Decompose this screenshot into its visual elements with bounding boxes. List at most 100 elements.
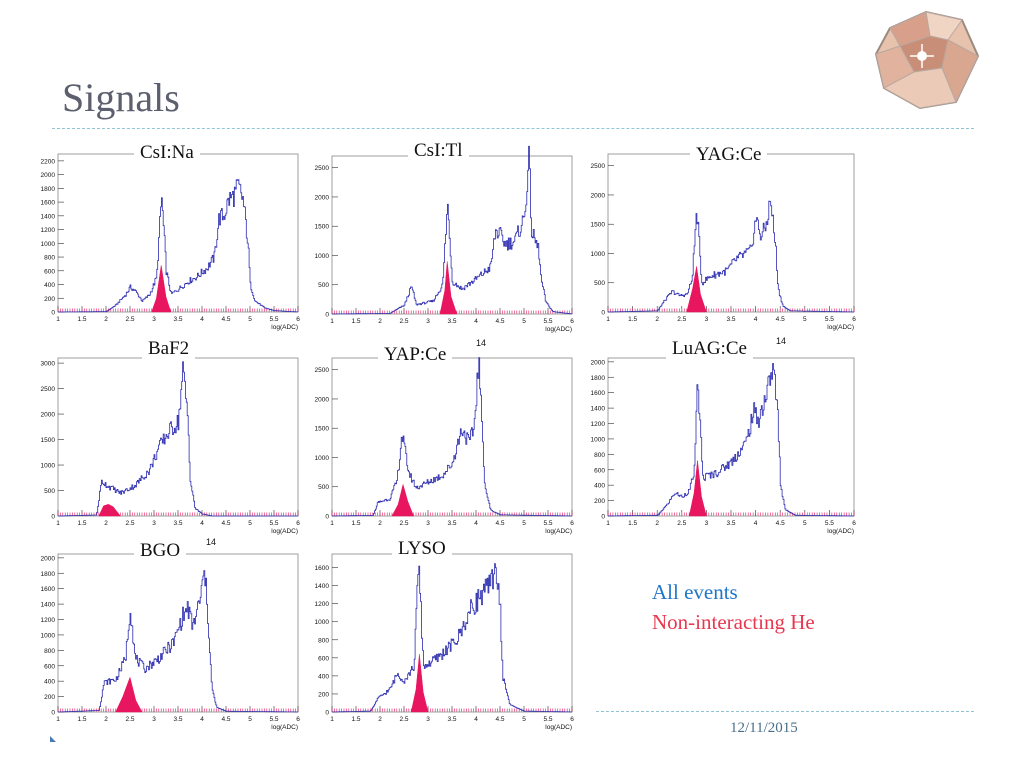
y-tick-label: 500 <box>594 280 605 287</box>
y-tick-label: 1200 <box>41 227 56 234</box>
x-tick-label: 1.5 <box>628 520 637 527</box>
x-tick-label: 4.5 <box>495 520 504 527</box>
y-tick-label: 1200 <box>41 617 56 624</box>
series-all-events <box>608 200 854 313</box>
x-axis-label: log(ADC) <box>545 326 572 333</box>
series-all-events <box>332 145 573 315</box>
plot-frame <box>607 357 855 517</box>
crystal-label: CsI:Na <box>134 142 200 164</box>
y-tick-label: 400 <box>318 673 329 680</box>
x-tick-label: 6 <box>852 316 856 323</box>
y-tick-label: 1800 <box>41 186 56 193</box>
x-tick-label: 4 <box>754 520 758 527</box>
x-tick-label: 5.5 <box>543 520 552 527</box>
series-all-events <box>58 179 299 313</box>
x-tick-label: 5.5 <box>825 316 834 323</box>
y-tick-label: 0 <box>325 312 329 319</box>
y-tick-label: 1400 <box>315 583 330 590</box>
x-tick-label: 3.5 <box>447 716 456 723</box>
y-tick-label: 1600 <box>41 586 56 593</box>
x-tick-label: 2 <box>378 318 382 325</box>
x-tick-label: 3.5 <box>173 520 182 527</box>
stray-mark: 14 <box>776 336 787 346</box>
x-tick-label: 3 <box>152 520 156 527</box>
y-tick-label: 2200 <box>41 158 56 165</box>
y-tick-label: 1000 <box>41 632 56 639</box>
plot-frame <box>331 553 573 713</box>
x-tick-label: 4.5 <box>221 520 230 527</box>
footer-divider <box>596 711 974 712</box>
x-tick-label: 3.5 <box>447 318 456 325</box>
y-tick-label: 1600 <box>591 390 606 397</box>
crystal-label: BGO <box>134 540 187 562</box>
x-tick-label: 2 <box>378 520 382 527</box>
crystal-label: LuAG:Ce <box>666 338 753 360</box>
series-non-interacting-he <box>439 261 458 315</box>
y-tick-label: 1600 <box>41 200 56 207</box>
x-tick-label: 5 <box>522 520 526 527</box>
y-tick-label: 0 <box>325 514 329 521</box>
x-tick-label: 5.5 <box>543 318 552 325</box>
x-tick-label: 4 <box>200 520 204 527</box>
crystal-label: BaF2 <box>142 338 196 360</box>
x-tick-label: 5 <box>803 520 807 527</box>
x-tick-label: 2 <box>104 520 108 527</box>
series-non-interacting-he <box>410 654 429 713</box>
y-tick-label: 1000 <box>41 463 56 470</box>
y-tick-label: 200 <box>594 498 605 505</box>
crystal-label: LYSO <box>392 538 452 560</box>
x-axis-label: log(ADC) <box>271 724 298 731</box>
y-tick-label: 2000 <box>41 412 56 419</box>
x-tick-label: 3.5 <box>173 316 182 323</box>
x-tick-label: 2 <box>655 520 659 527</box>
y-tick-label: 2000 <box>315 194 330 201</box>
x-tick-label: 2.5 <box>399 520 408 527</box>
plot-frame <box>57 553 299 713</box>
x-tick-label: 5.5 <box>825 520 834 527</box>
y-tick-label: 2500 <box>315 165 330 172</box>
x-tick-label: 2 <box>655 316 659 323</box>
x-tick-label: 5 <box>248 316 252 323</box>
x-tick-label: 5 <box>522 318 526 325</box>
chart-panel-baf2: 0 500 1000 1500 2000 2500 3000 1 1.5 2 2.5 3 3.5 4 4.5… <box>18 338 308 538</box>
x-tick-label: 3.5 <box>726 316 735 323</box>
y-tick-label: 1000 <box>591 251 606 258</box>
x-tick-label: 1 <box>330 318 334 325</box>
plot-frame <box>607 153 855 313</box>
x-tick-label: 2 <box>378 716 382 723</box>
series-all-events <box>332 563 572 713</box>
y-tick-label: 800 <box>44 255 55 262</box>
x-tick-label: 4.5 <box>495 716 504 723</box>
y-tick-label: 2000 <box>41 555 56 562</box>
y-tick-label: 800 <box>318 637 329 644</box>
slide-date: 12/11/2015 <box>730 720 798 736</box>
series-non-interacting-he <box>151 265 172 313</box>
x-tick-label: 3 <box>426 318 430 325</box>
series-non-interacting-he <box>688 460 707 517</box>
x-tick-label: 2.5 <box>399 318 408 325</box>
chart-yagce: 0 500 1000 1500 2000 2500 1 1.5 2 2.5 3 3.5 4 4.5 5 5.5… <box>591 153 856 331</box>
y-tick-label: 400 <box>594 483 605 490</box>
y-tick-label: 2500 <box>315 367 330 374</box>
chart-panel-luagce: 0 200 400 600 800 1000 1200 1400 1600 1800 2000 1 1.… <box>568 338 864 538</box>
chart-panel-csina: 0 200 400 600 800 1000 1200 1400 1600 1800 2000 220… <box>18 142 308 334</box>
x-tick-label: 6 <box>296 716 300 723</box>
series-non-interacting-he <box>98 504 121 517</box>
chart-csina: 0 200 400 600 800 1000 1200 1400 1600 1800 2000 220… <box>41 153 300 331</box>
x-tick-label: 1 <box>606 316 610 323</box>
x-axis-label: log(ADC) <box>271 528 298 535</box>
chart-panel-yapce: 0 500 1000 1500 2000 2500 1 1.5 2 2.5 3 3.5 4 4.5 5 5.5… <box>292 344 582 538</box>
x-tick-label: 3.5 <box>447 520 456 527</box>
plot-frame <box>331 357 573 517</box>
y-tick-label: 2500 <box>41 386 56 393</box>
y-tick-label: 1000 <box>315 455 330 462</box>
x-axis-label: log(ADC) <box>827 528 854 535</box>
y-tick-label: 0 <box>325 710 329 717</box>
chart-yapce: 0 500 1000 1500 2000 2500 1 1.5 2 2.5 3 3.5 4 4.5 5 5.5… <box>315 357 574 535</box>
series-non-interacting-he <box>115 676 143 713</box>
y-tick-label: 1500 <box>591 222 606 229</box>
chart-baf2: 0 500 1000 1500 2000 2500 3000 1 1.5 2 2.5 3 3.5 4 4.5… <box>41 357 300 535</box>
plot-frame <box>331 155 573 315</box>
stray-mark: 14 <box>206 537 217 547</box>
chart-panel-yagce: 0 500 1000 1500 2000 2500 1 1.5 2 2.5 3 3.5 4 4.5 5 5.5… <box>568 144 864 334</box>
